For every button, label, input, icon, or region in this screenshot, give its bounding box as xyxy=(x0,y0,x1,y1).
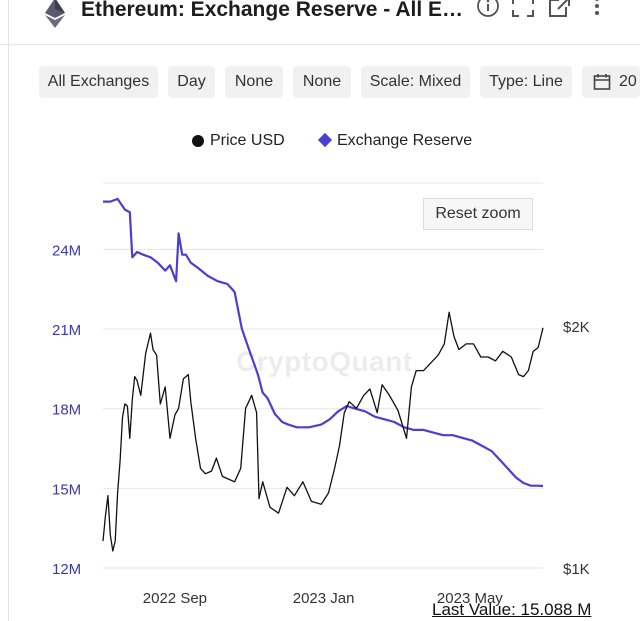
exchange-select[interactable]: All Exchanges xyxy=(39,66,158,98)
y-left-tick-label: 18M xyxy=(52,402,81,419)
frame-border xyxy=(8,0,9,621)
external-link-icon[interactable] xyxy=(547,0,573,22)
y-left-tick-label: 12M xyxy=(52,561,81,578)
indicator-select-1[interactable]: None xyxy=(225,66,283,98)
indicator-select-2[interactable]: None xyxy=(293,66,351,98)
y-right-tick-label: $2K xyxy=(563,319,590,336)
scale-select[interactable]: Scale: Mixed xyxy=(361,66,470,98)
date-range-button[interactable]: 20 xyxy=(582,66,640,98)
y-left-tick-label: 21M xyxy=(52,322,81,339)
x-tick-label: 2023 May xyxy=(437,590,503,607)
reset-zoom-button[interactable]: Reset zoom xyxy=(423,198,533,230)
series-line-price-usd xyxy=(102,311,544,552)
series-line-exchange-reserve xyxy=(103,197,544,488)
legend-marker-price xyxy=(192,135,204,147)
y-left-tick-label: 15M xyxy=(52,481,81,498)
y-right-tick-label: $1K xyxy=(563,561,590,578)
ethereum-logo-icon xyxy=(45,0,65,28)
info-icon[interactable] xyxy=(475,0,501,22)
x-tick-label: 2022 Sep xyxy=(143,590,207,607)
legend-label-price: Price USD xyxy=(210,132,285,149)
calendar-icon xyxy=(593,74,611,90)
watermark: CryptoQuant xyxy=(236,346,413,377)
date-range-label: 20 xyxy=(619,73,637,90)
last-value-readout: Last Value: 15.088 M xyxy=(432,600,592,619)
more-vertical-icon[interactable] xyxy=(584,0,610,22)
chart-header: Ethereum: Exchange Reserve - All Exchang… xyxy=(0,0,640,45)
legend-label-reserve: Exchange Reserve xyxy=(337,132,473,149)
y-left-tick-label: 24M xyxy=(52,242,81,259)
interval-select[interactable]: Day xyxy=(168,66,215,98)
x-tick-label: 2023 Jan xyxy=(293,590,355,607)
chart-toolbar: All Exchanges Day None None Scale: Mixed… xyxy=(0,66,640,100)
type-select[interactable]: Type: Line xyxy=(480,66,572,98)
